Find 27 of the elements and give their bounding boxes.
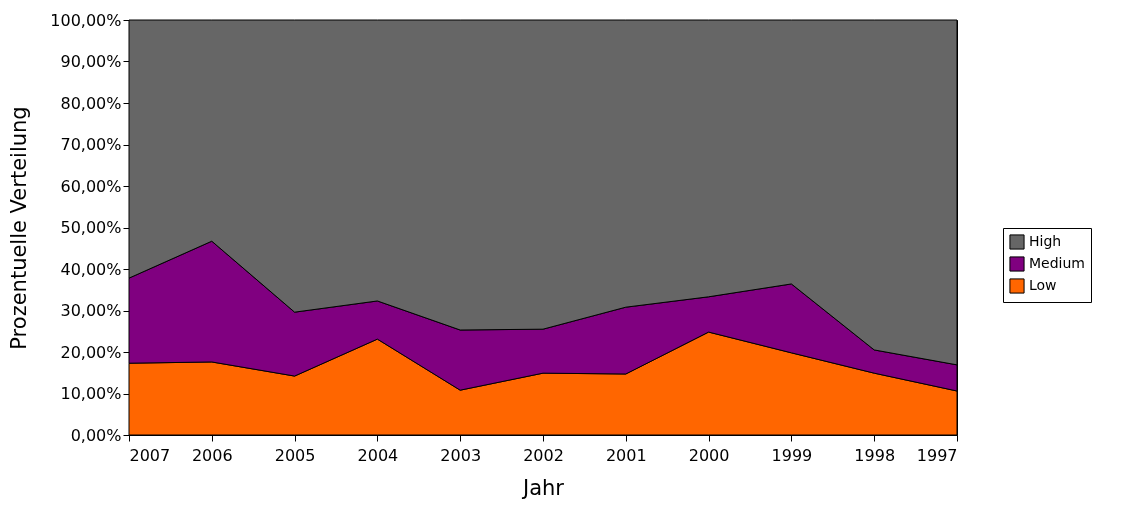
x-tick-label: 2003: [440, 445, 482, 465]
x-tick-label: 1999: [771, 445, 813, 465]
y-tick-label: 0,00%: [70, 425, 122, 445]
y-tick-label: 70,00%: [60, 135, 122, 154]
y-tick-label: 50,00%: [60, 218, 122, 237]
y-tick-label: 60,00%: [60, 176, 122, 196]
y-tick-label: 90,00%: [60, 52, 122, 71]
y-tick-label: 80,00%: [60, 93, 122, 113]
legend-label: Medium: [1029, 255, 1085, 271]
x-tick-label: 2001: [605, 445, 647, 465]
x-tick-label: 2002: [523, 445, 564, 465]
y-tick-label: 40,00%: [60, 259, 122, 279]
x-tick-label: 2004: [357, 445, 399, 465]
x-tick-label: 1998: [854, 445, 896, 465]
y-tick-label: 30,00%: [60, 301, 122, 320]
y-tick-label: 20,00%: [60, 342, 122, 362]
legend-label: High: [1029, 233, 1062, 249]
y-axis-title: Prozentuelle Verteilung: [7, 106, 32, 350]
x-tick-label: 2005: [274, 445, 316, 465]
x-tick-label: 2006: [191, 445, 233, 465]
x-tick-label: 2000: [688, 445, 730, 465]
x-tick-label: 2007: [129, 445, 171, 465]
x-axis-title: Jahr: [520, 475, 565, 500]
legend-label: Low: [1029, 277, 1057, 293]
y-tick-label: 10,00%: [60, 384, 122, 403]
x-tick-label: 1997: [916, 445, 958, 465]
y-tick-label: 100,00%: [50, 10, 122, 30]
